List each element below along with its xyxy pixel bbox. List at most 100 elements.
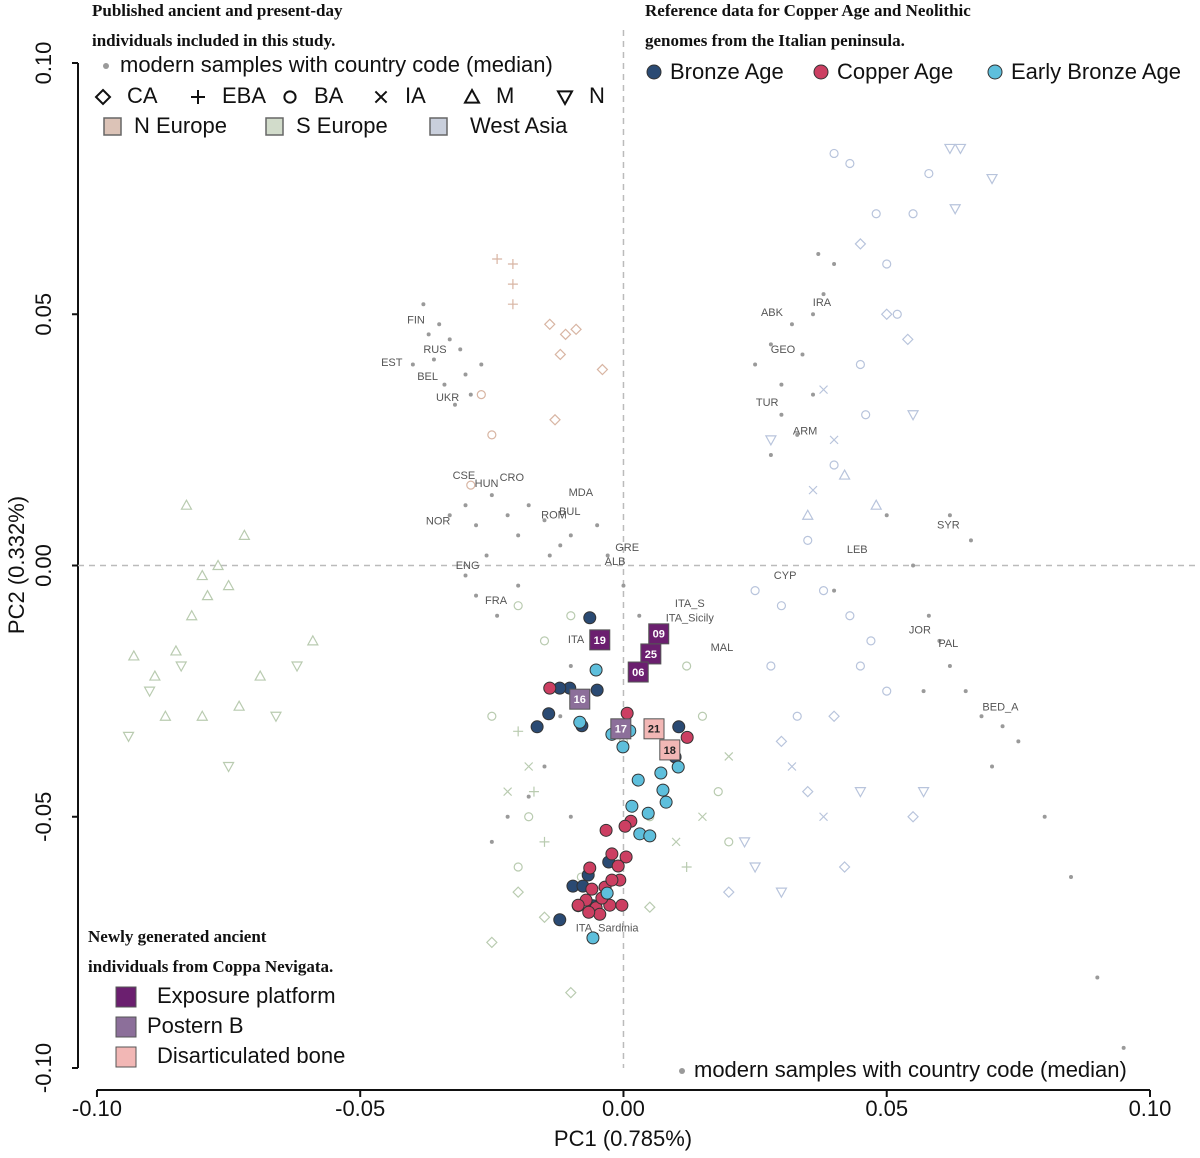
ancient-point: [539, 836, 550, 847]
modern-point: [947, 664, 952, 668]
modern-point: [495, 613, 500, 618]
modern-point: [789, 322, 794, 327]
modern-point: [463, 503, 468, 508]
legend-series-label: Bronze Age: [670, 59, 784, 84]
ancient-point: [507, 279, 518, 290]
modern-point: [753, 362, 758, 367]
modern-point: [979, 714, 984, 719]
ancient-point: [513, 726, 524, 737]
modern-point: [452, 402, 457, 407]
ancient-point: [127, 649, 140, 661]
ancient-point: [513, 862, 523, 872]
legend-marker: [556, 90, 574, 107]
modern-point: [542, 764, 547, 769]
country-label: GRE: [615, 542, 639, 554]
country-label: UKR: [436, 392, 459, 404]
reference-point: [583, 861, 597, 875]
ancient-point: [306, 634, 319, 646]
ancient-point: [880, 308, 893, 321]
ancient-point: [643, 901, 656, 914]
ancient-point: [559, 328, 572, 341]
modern-point: [779, 382, 784, 387]
country-label: LEB: [847, 544, 868, 556]
ancient-point: [512, 886, 525, 898]
modern-point: [463, 573, 468, 578]
country-label: ROM: [541, 510, 567, 522]
modern-point: [505, 814, 510, 819]
modern-point: [542, 518, 547, 523]
modern-point: [568, 814, 573, 819]
country-label: ITA: [568, 634, 585, 646]
modern-point: [832, 262, 837, 266]
legend-coppa-label: Disarticulated bone: [157, 1043, 345, 1068]
modern-point: [1042, 814, 1047, 819]
ancient-point: [829, 148, 839, 159]
reference-point: [585, 882, 599, 896]
legend-coppa-swatch: [115, 1016, 137, 1038]
modern-point: [447, 513, 452, 518]
modern-point: [821, 292, 826, 297]
modern-point: [442, 382, 447, 387]
reference-point: [593, 907, 607, 921]
modern-point: [516, 583, 521, 588]
reference-point: [599, 823, 613, 837]
modern-point: [1069, 875, 1074, 880]
legend-region-swatch: [429, 117, 448, 136]
reference-point: [680, 730, 694, 744]
reference-point: [611, 859, 625, 873]
x-tick-label: 0.10: [1129, 1096, 1172, 1121]
ancient-point: [738, 837, 751, 849]
legend-marker: [191, 90, 205, 104]
country-label: MAL: [711, 642, 734, 654]
ancient-point: [907, 410, 920, 421]
legend-modern-dot: [679, 1068, 685, 1074]
ancient-point: [724, 752, 734, 761]
ancient-point: [566, 611, 576, 621]
y-tick-label: 0.10: [31, 42, 56, 85]
country-label: FIN: [407, 315, 425, 327]
legend-marker-label: M: [496, 83, 514, 108]
ancient-point: [855, 359, 866, 370]
legend-series-dot: [987, 64, 1003, 80]
modern-point: [484, 553, 489, 558]
x-tick-label: 0.05: [865, 1096, 908, 1121]
reference-point: [590, 683, 604, 697]
legend-series-dot: [813, 64, 829, 80]
reference-point: [589, 663, 603, 677]
country-label: HUN: [475, 478, 499, 490]
ancient-point: [485, 936, 498, 949]
ancient-point: [901, 333, 914, 346]
country-label: ITA_Sardinia: [576, 923, 640, 935]
modern-point: [811, 312, 816, 317]
ancient-point: [854, 238, 867, 250]
country-label: SYR: [937, 520, 960, 532]
ancient-point: [196, 569, 209, 581]
ancient-point: [819, 812, 828, 822]
modern-point: [431, 357, 436, 362]
country-label: TUR: [756, 397, 779, 409]
coppa-sample-label: 19: [594, 635, 606, 647]
modern-point: [558, 543, 563, 548]
reference-point: [542, 707, 556, 721]
modern-point: [595, 523, 600, 528]
modern-point: [1121, 1045, 1126, 1050]
y-tick-label: 0.05: [31, 293, 56, 336]
country-label: ENG: [456, 560, 480, 572]
modern-point: [832, 588, 837, 593]
ancient-point: [143, 686, 156, 698]
legend-marker-label: N: [589, 83, 605, 108]
country-label: IRA: [813, 297, 832, 309]
reference-point: [605, 873, 619, 887]
ancient-point: [764, 435, 777, 447]
reference-point: [656, 783, 670, 797]
country-label: FRA: [485, 595, 508, 607]
country-label: JOR: [909, 625, 931, 637]
ancient-point: [238, 529, 251, 540]
legend-modern-dot: [103, 63, 109, 69]
ancient-point: [792, 711, 802, 721]
ancient-point: [528, 786, 539, 797]
ancient-point: [722, 886, 735, 898]
reference-point: [571, 898, 585, 912]
legend-series-label: Early Bronze Age: [1011, 59, 1181, 84]
